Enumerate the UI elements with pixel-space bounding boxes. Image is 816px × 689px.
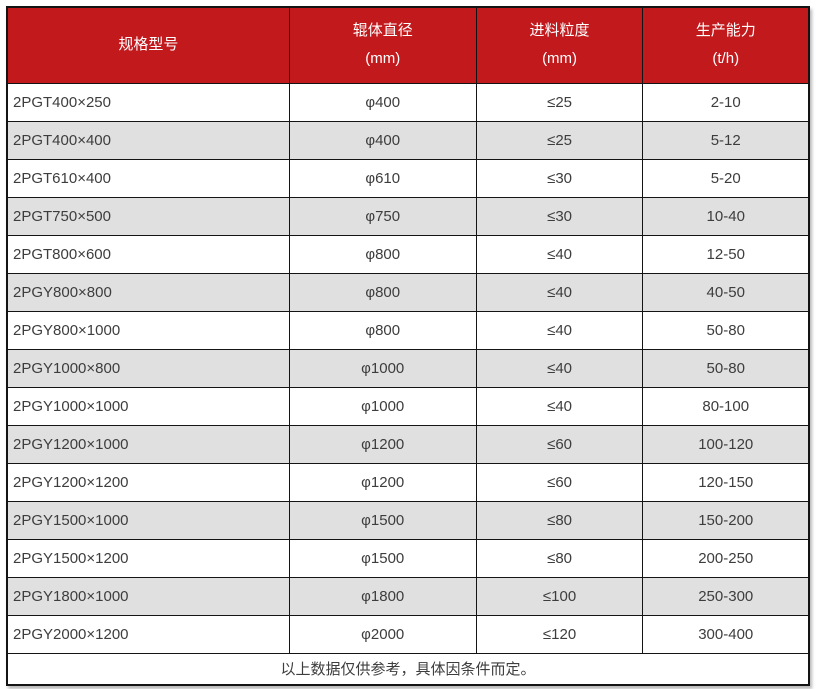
capacity-cell: 250-300 — [642, 576, 810, 616]
model-cell: 2PGY1800×1000 — [6, 576, 290, 616]
table-row: 2PGY800×1000 φ800 ≤40 50-80 — [6, 310, 810, 350]
feed-size-cell: ≤40 — [475, 234, 644, 274]
capacity-cell: 80-100 — [642, 386, 810, 426]
model-cell: 2PGT400×250 — [6, 82, 290, 122]
diameter-cell: φ1500 — [288, 500, 477, 540]
header-roller-diameter: 辊体直径 (mm) — [288, 6, 477, 84]
table-row: 2PGY1200×1200 φ1200 ≤60 120-150 — [6, 462, 810, 502]
feed-size-cell: ≤100 — [475, 576, 644, 616]
table-row: 2PGY1800×1000 φ1800 ≤100 250-300 — [6, 576, 810, 616]
model-cell: 2PGY1000×800 — [6, 348, 290, 388]
diameter-cell: φ800 — [288, 272, 477, 312]
roller-crusher-spec-table: 规格型号 辊体直径 (mm) 进料粒度 (mm) 生产能力 (t/h) 2PGT… — [6, 6, 810, 686]
diameter-cell: φ610 — [288, 158, 477, 198]
header-roller-diameter-label: 辊体直径 — [352, 22, 413, 40]
header-model: 规格型号 — [6, 6, 290, 84]
capacity-cell: 2-10 — [642, 82, 810, 122]
header-capacity-unit: (t/h) — [712, 50, 740, 68]
feed-size-cell: ≤60 — [475, 462, 644, 502]
footer-row: 以上数据仅供参考，具体因条件而定。 — [6, 652, 810, 686]
feed-size-cell: ≤80 — [475, 538, 644, 578]
table-row: 2PGT400×400 φ400 ≤25 5-12 — [6, 120, 810, 160]
capacity-cell: 5-12 — [642, 120, 810, 160]
table-footer: 以上数据仅供参考，具体因条件而定。 — [6, 652, 810, 686]
diameter-cell: φ1200 — [288, 462, 477, 502]
diameter-cell: φ400 — [288, 82, 477, 122]
model-cell: 2PGT800×600 — [6, 234, 290, 274]
diameter-cell: φ1000 — [288, 386, 477, 426]
feed-size-cell: ≤40 — [475, 348, 644, 388]
table-row: 2PGY1500×1200 φ1500 ≤80 200-250 — [6, 538, 810, 578]
capacity-cell: 300-400 — [642, 614, 810, 654]
feed-size-cell: ≤40 — [475, 386, 644, 426]
header-feed-size-unit: (mm) — [542, 50, 578, 68]
capacity-cell: 200-250 — [642, 538, 810, 578]
model-cell: 2PGT400×400 — [6, 120, 290, 160]
model-cell: 2PGY800×1000 — [6, 310, 290, 350]
capacity-cell: 50-80 — [642, 348, 810, 388]
footer-note: 以上数据仅供参考，具体因条件而定。 — [6, 652, 810, 686]
capacity-cell: 40-50 — [642, 272, 810, 312]
diameter-cell: φ800 — [288, 234, 477, 274]
diameter-cell: φ1800 — [288, 576, 477, 616]
header-roller-diameter-unit: (mm) — [365, 50, 401, 68]
feed-size-cell: ≤30 — [475, 158, 644, 198]
header-model-label: 规格型号 — [118, 36, 179, 54]
model-cell: 2PGY1200×1000 — [6, 424, 290, 464]
capacity-cell: 12-50 — [642, 234, 810, 274]
table-row: 2PGY800×800 φ800 ≤40 40-50 — [6, 272, 810, 312]
feed-size-cell: ≤25 — [475, 120, 644, 160]
diameter-cell: φ400 — [288, 120, 477, 160]
header-capacity-label: 生产能力 — [695, 22, 756, 40]
diameter-cell: φ1200 — [288, 424, 477, 464]
diameter-cell: φ800 — [288, 310, 477, 350]
header-feed-size: 进料粒度 (mm) — [475, 6, 644, 84]
table-row: 2PGY1000×800 φ1000 ≤40 50-80 — [6, 348, 810, 388]
table-row: 2PGT610×400 φ610 ≤30 5-20 — [6, 158, 810, 198]
capacity-cell: 100-120 — [642, 424, 810, 464]
capacity-cell: 150-200 — [642, 500, 810, 540]
model-cell: 2PGY1000×1000 — [6, 386, 290, 426]
feed-size-cell: ≤80 — [475, 500, 644, 540]
header-capacity: 生产能力 (t/h) — [642, 6, 810, 84]
header-feed-size-label: 进料粒度 — [529, 22, 590, 40]
table-row: 2PGT800×600 φ800 ≤40 12-50 — [6, 234, 810, 274]
model-cell: 2PGT610×400 — [6, 158, 290, 198]
capacity-cell: 5-20 — [642, 158, 810, 198]
table-row: 2PGY1500×1000 φ1500 ≤80 150-200 — [6, 500, 810, 540]
model-cell: 2PGT750×500 — [6, 196, 290, 236]
feed-size-cell: ≤120 — [475, 614, 644, 654]
header-row: 规格型号 辊体直径 (mm) 进料粒度 (mm) 生产能力 (t/h) — [6, 6, 810, 84]
feed-size-cell: ≤30 — [475, 196, 644, 236]
capacity-cell: 120-150 — [642, 462, 810, 502]
capacity-cell: 10-40 — [642, 196, 810, 236]
feed-size-cell: ≤25 — [475, 82, 644, 122]
model-cell: 2PGY1500×1200 — [6, 538, 290, 578]
feed-size-cell: ≤60 — [475, 424, 644, 464]
capacity-cell: 50-80 — [642, 310, 810, 350]
table-row: 2PGT400×250 φ400 ≤25 2-10 — [6, 82, 810, 122]
table-header: 规格型号 辊体直径 (mm) 进料粒度 (mm) 生产能力 (t/h) — [6, 6, 810, 84]
diameter-cell: φ1000 — [288, 348, 477, 388]
diameter-cell: φ2000 — [288, 614, 477, 654]
diameter-cell: φ750 — [288, 196, 477, 236]
table-row: 2PGY1200×1000 φ1200 ≤60 100-120 — [6, 424, 810, 464]
table-row: 2PGY1000×1000 φ1000 ≤40 80-100 — [6, 386, 810, 426]
model-cell: 2PGY2000×1200 — [6, 614, 290, 654]
model-cell: 2PGY1200×1200 — [6, 462, 290, 502]
table-row: 2PGY2000×1200 φ2000 ≤120 300-400 — [6, 614, 810, 654]
diameter-cell: φ1500 — [288, 538, 477, 578]
feed-size-cell: ≤40 — [475, 272, 644, 312]
spec-table-container: 规格型号 辊体直径 (mm) 进料粒度 (mm) 生产能力 (t/h) 2PGT… — [6, 6, 810, 686]
model-cell: 2PGY800×800 — [6, 272, 290, 312]
feed-size-cell: ≤40 — [475, 310, 644, 350]
table-row: 2PGT750×500 φ750 ≤30 10-40 — [6, 196, 810, 236]
table-body: 2PGT400×250 φ400 ≤25 2-10 2PGT400×400 φ400 ≤25… — [6, 82, 810, 654]
model-cell: 2PGY1500×1000 — [6, 500, 290, 540]
